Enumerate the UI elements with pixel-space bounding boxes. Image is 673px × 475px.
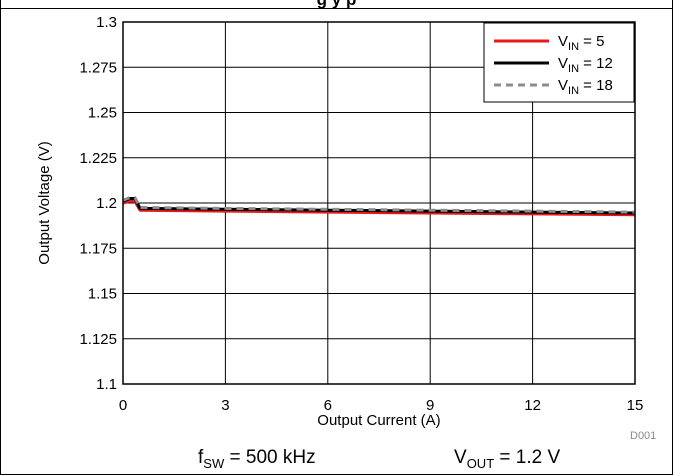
legend-label: VIN = 12 <box>558 55 613 75</box>
output-voltage-note: VOUT = 1.2 V <box>454 447 560 471</box>
output-voltage-chart: 0 3 6 9 12 15 1.1 1.125 1.15 1.175 1.2 1.225 1.25 1.2… <box>36 14 643 429</box>
plot-border <box>122 21 636 385</box>
grid <box>123 22 635 384</box>
x-tick-label: 3 <box>221 397 229 414</box>
chart-title-fragment: g y p <box>1 0 672 10</box>
series-lines <box>122 196 636 217</box>
vout-value: = 1.2 V <box>494 447 561 468</box>
x-tick-label: 15 <box>627 397 644 414</box>
y-tick-label: 1.275 <box>79 59 117 76</box>
y-tick-label: 1.25 <box>88 105 117 122</box>
vout-subscript: OUT <box>466 455 495 471</box>
x-tick-label: 12 <box>524 397 541 414</box>
vout-symbol: V <box>454 447 467 468</box>
y-tick-label: 1.3 <box>96 14 117 31</box>
legend-label: VIN = 18 <box>558 77 613 97</box>
y-tick-label: 1.175 <box>79 240 117 257</box>
y-tick-label: 1.2 <box>96 195 117 212</box>
series-line <box>122 199 636 217</box>
fsw-subscript: SW <box>203 455 225 471</box>
tick-labels: 0 3 6 9 12 15 1.1 1.125 1.15 1.175 1.2 1.225 1.25 1.2… <box>79 14 643 414</box>
y-axis-label: Output Voltage (V) <box>36 141 53 264</box>
x-tick-label: 9 <box>426 397 434 414</box>
y-tick-label: 1.225 <box>79 150 117 167</box>
x-tick-label: 0 <box>119 397 127 414</box>
y-tick-label: 1.125 <box>79 331 117 348</box>
fsw-symbol: f <box>198 447 204 468</box>
x-tick-label: 6 <box>324 397 332 414</box>
x-axis-label: Output Current (A) <box>317 412 440 429</box>
legend-label: VIN = 5 <box>558 33 604 53</box>
switching-frequency-note: fSW = 500 kHz <box>198 447 316 471</box>
y-tick-label: 1.1 <box>96 376 117 393</box>
series-line <box>122 196 636 214</box>
title-divider <box>1 8 672 9</box>
fsw-value: = 500 kHz <box>224 447 316 468</box>
y-tick-label: 1.15 <box>88 286 117 303</box>
figure-id: D001 <box>630 430 657 442</box>
